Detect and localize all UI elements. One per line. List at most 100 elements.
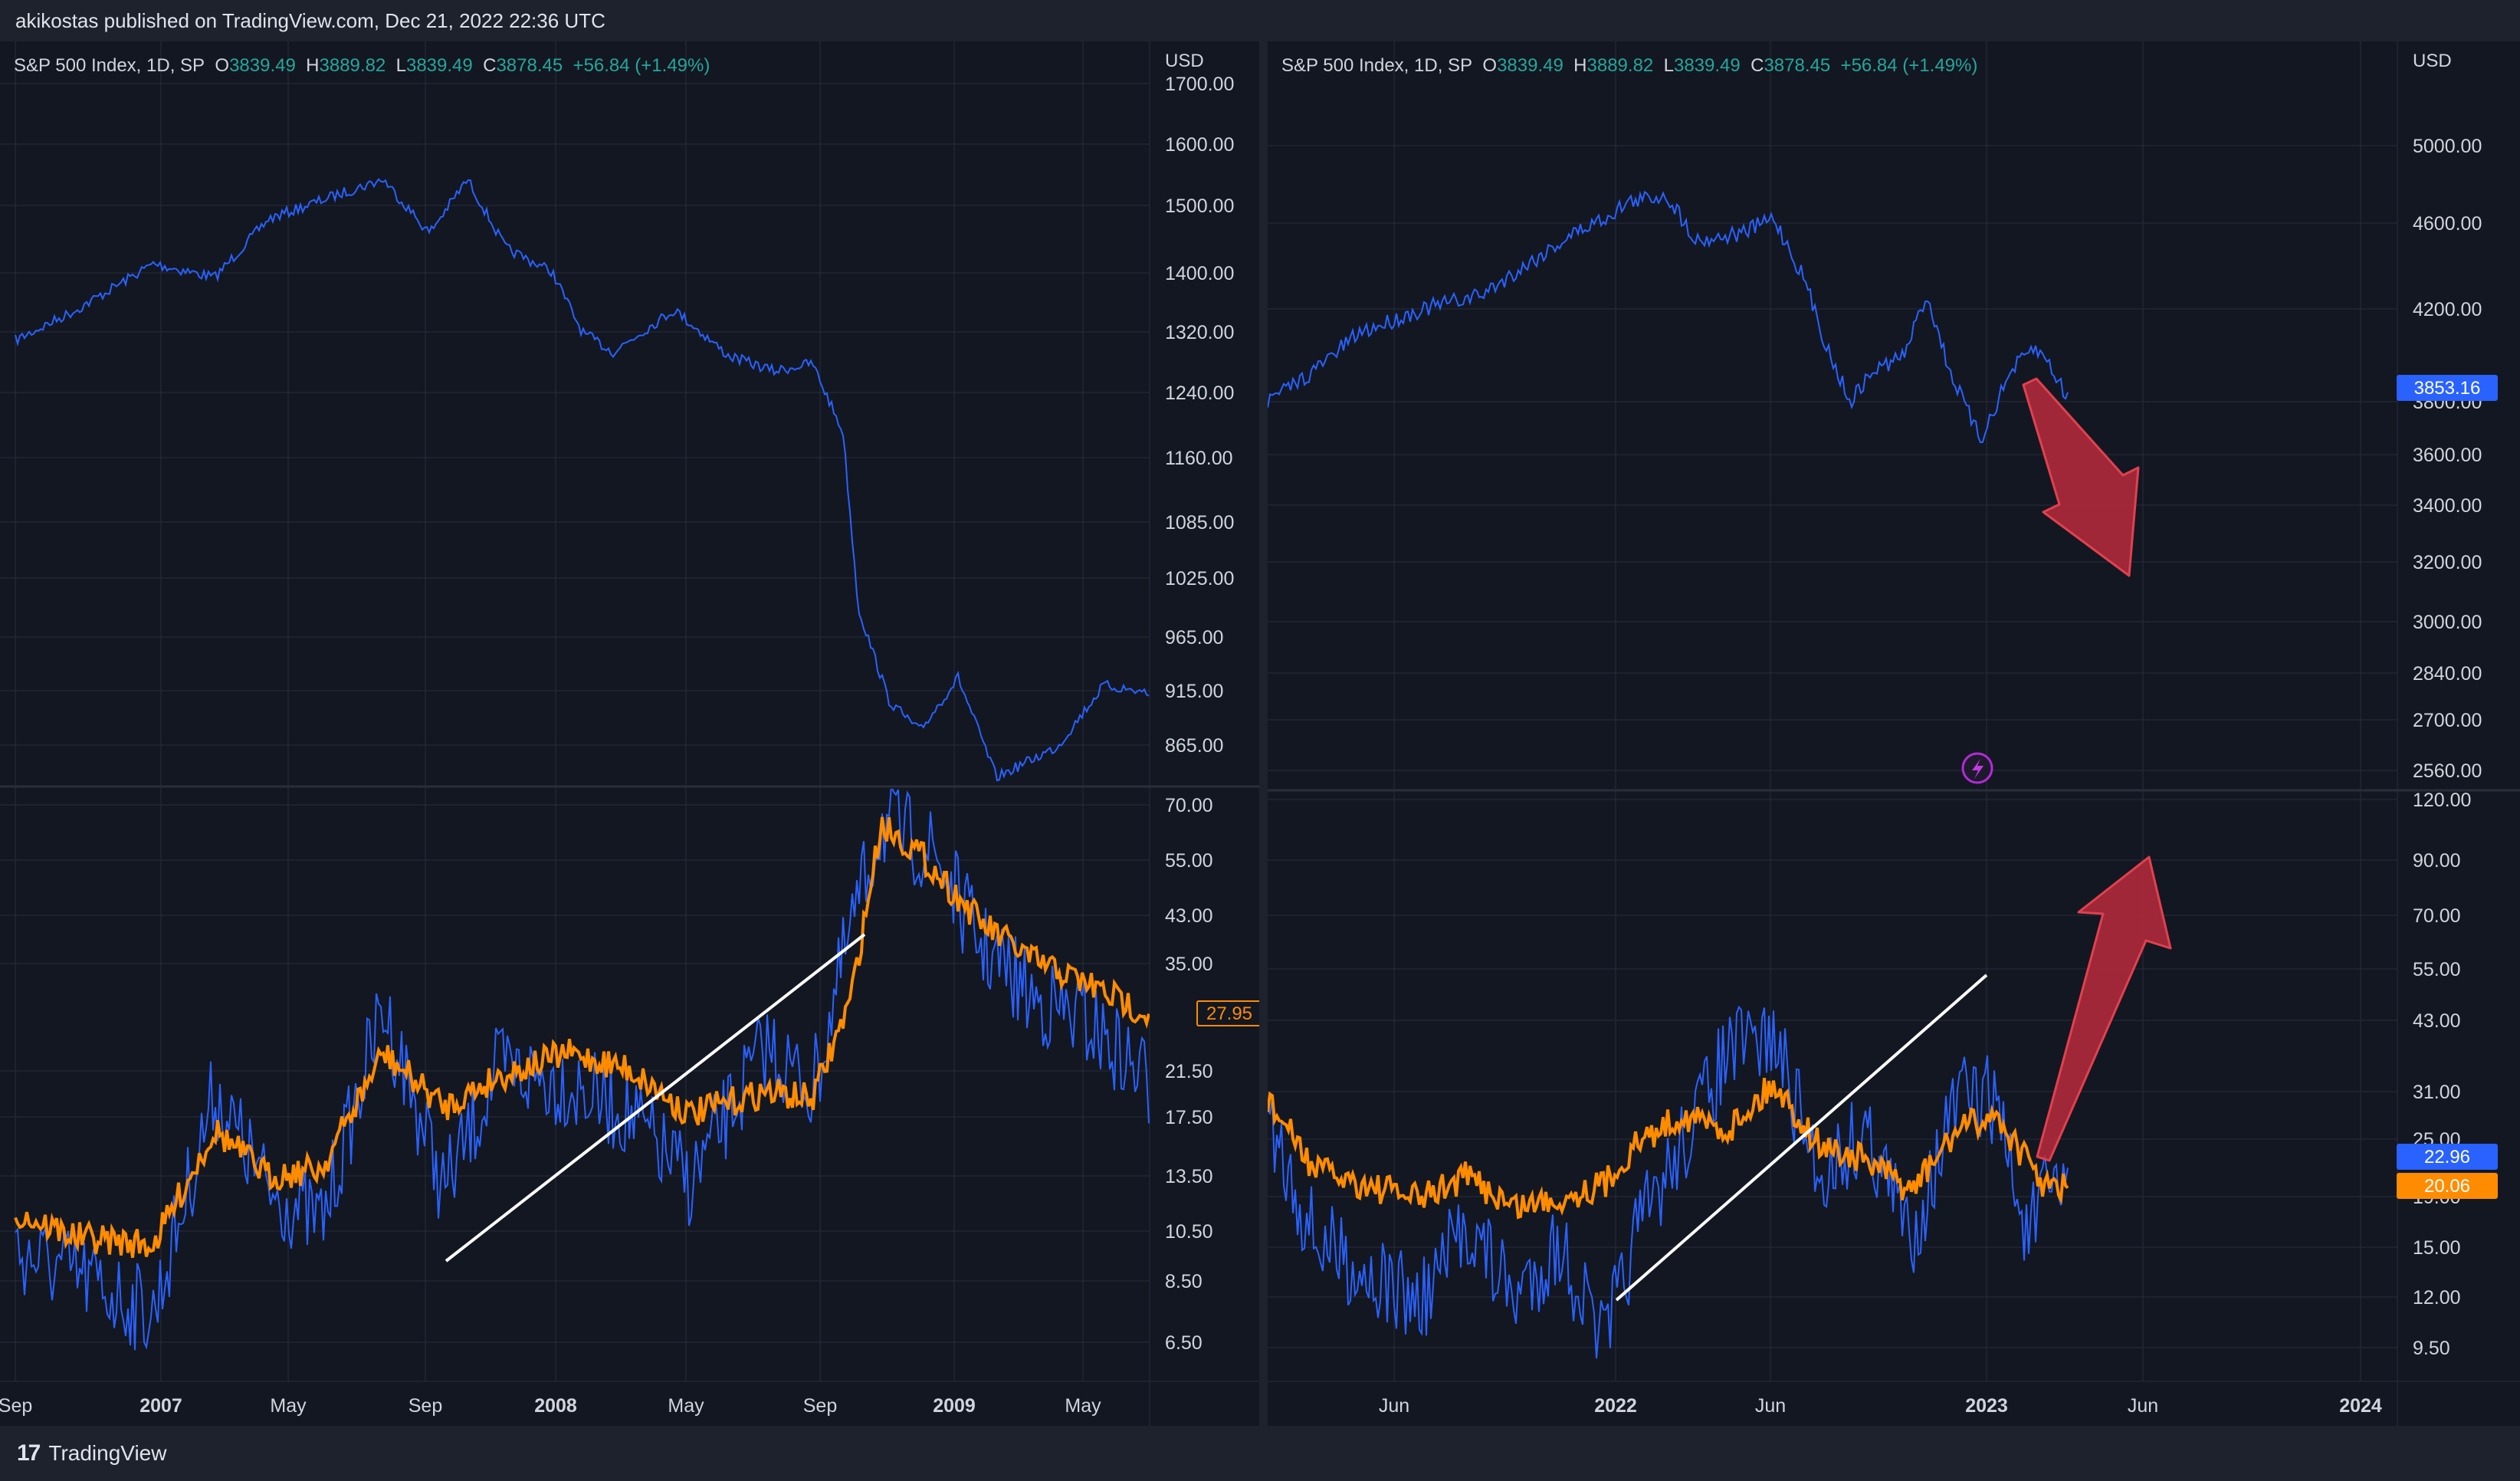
svg-text:27.95: 27.95 bbox=[1206, 1003, 1252, 1024]
low-label: L bbox=[1663, 55, 1674, 76]
trend-line[interactable] bbox=[1615, 974, 1988, 1302]
vix-axis-tick: 43.00 bbox=[1165, 905, 1213, 927]
price-axis-tick: 5000.00 bbox=[2413, 136, 2482, 157]
sp500-price-line[interactable] bbox=[15, 178, 1150, 782]
vix-axis-tick: 8.50 bbox=[1165, 1271, 1203, 1292]
vix-axis-tick: 90.00 bbox=[2413, 850, 2461, 872]
low-value: 3839.49 bbox=[1673, 55, 1741, 76]
high-label: H bbox=[1573, 55, 1587, 76]
price-axis-tick: 1160.00 bbox=[1165, 448, 1233, 469]
price-axis-tick: 4600.00 bbox=[2413, 213, 2482, 235]
close-label: C bbox=[483, 55, 497, 76]
vix-axis-tick: 43.00 bbox=[2413, 1010, 2461, 1032]
time-axis-tick: May bbox=[668, 1395, 704, 1417]
vix-line-orange[interactable] bbox=[1268, 1078, 2069, 1220]
time-axis-tick: Jun bbox=[1379, 1395, 1409, 1417]
price-axis-tick: 2560.00 bbox=[2413, 760, 2482, 782]
time-axis-tick: 2009 bbox=[933, 1395, 976, 1417]
price-axis-tick: 1320.00 bbox=[1165, 322, 1234, 343]
time-axis-tick: Sep bbox=[409, 1395, 442, 1417]
price-axis-tick: 915.00 bbox=[1165, 681, 1223, 702]
low-label: L bbox=[395, 55, 406, 76]
right-chart-svg[interactable]: 5000.004600.004200.003800.003600.003400.… bbox=[1268, 41, 2520, 1426]
currency-label: USD bbox=[1165, 51, 1204, 71]
open-label: O bbox=[1482, 55, 1498, 76]
vix-blue-tag: 22.96 bbox=[2397, 1144, 2498, 1170]
high-label: H bbox=[306, 55, 320, 76]
left-symbol-legend: S&P 500 Index, 1D, SP O3839.49 H3889.82 … bbox=[14, 55, 710, 77]
price-axis-tick: 1500.00 bbox=[1165, 195, 1234, 217]
vix-axis-tick: 31.00 bbox=[2413, 1082, 2461, 1103]
vix-axis-tick: 70.00 bbox=[2413, 905, 2461, 927]
price-axis-tick: 1400.00 bbox=[1165, 263, 1234, 284]
vix-axis-tick: 70.00 bbox=[1165, 795, 1213, 816]
tradingview-footer: 17 TradingView bbox=[0, 1426, 2520, 1481]
vix-line-orange[interactable] bbox=[14, 816, 1150, 1258]
vix-axis-tick: 55.00 bbox=[2413, 959, 2461, 980]
svg-text:20.06: 20.06 bbox=[2424, 1176, 2470, 1197]
time-axis-tick: May bbox=[270, 1395, 307, 1417]
arrow-down-icon[interactable] bbox=[2022, 377, 2140, 577]
open-label: O bbox=[215, 55, 230, 76]
svg-text:3853.16: 3853.16 bbox=[2414, 378, 2481, 399]
right-chart-panel[interactable]: 5000.00 4600.00 4200.00 3800.00 3600.00 3400.… bbox=[1268, 41, 2520, 1426]
price-axis-tick: 865.00 bbox=[1165, 735, 1223, 757]
close-value: 3878.45 bbox=[1764, 55, 1831, 76]
low-value: 3839.49 bbox=[405, 55, 473, 76]
vix-axis-tick: 10.50 bbox=[1165, 1221, 1213, 1243]
vix-price-tag: 27.95 bbox=[1196, 1000, 1259, 1026]
vix-axis-tick: 55.00 bbox=[1165, 850, 1213, 872]
vix-line-blue[interactable] bbox=[1268, 1005, 2069, 1359]
right-symbol-legend: S&P 500 Index, 1D, SP O3839.49 H3889.82 … bbox=[1281, 55, 1977, 77]
vix-axis-tick: 17.50 bbox=[1165, 1107, 1213, 1128]
vix-axis-tick: 12.00 bbox=[2413, 1287, 2461, 1309]
price-axis-tick: 1240.00 bbox=[1165, 383, 1234, 404]
price-tag: 3853.16 bbox=[2397, 375, 2498, 401]
publish-bar: akikostas published on TradingView.com, … bbox=[0, 0, 2520, 41]
price-axis-tick: 3600.00 bbox=[2413, 445, 2482, 466]
vix-axis-tick: 35.00 bbox=[1165, 954, 1213, 975]
vix-axis-tick: 6.50 bbox=[1165, 1332, 1203, 1354]
vix-orange-tag: 20.06 bbox=[2397, 1173, 2498, 1199]
high-value: 3889.82 bbox=[1586, 55, 1654, 76]
currency-label: USD bbox=[2413, 51, 2452, 71]
high-value: 3889.82 bbox=[319, 55, 386, 76]
vix-axis-tick: 120.00 bbox=[2413, 790, 2471, 811]
arrow-up-icon[interactable] bbox=[2036, 855, 2172, 1162]
price-axis-tick: 1700.00 bbox=[1165, 74, 1234, 95]
vix-axis-tick: 21.50 bbox=[1165, 1061, 1213, 1082]
time-axis-tick: 2007 bbox=[139, 1395, 182, 1417]
vix-axis-tick: 9.50 bbox=[2413, 1338, 2450, 1359]
time-axis-tick: May bbox=[1065, 1395, 1101, 1417]
sp500-price-line[interactable] bbox=[1268, 190, 2069, 444]
price-axis-tick: 3400.00 bbox=[2413, 495, 2482, 517]
price-axis-tick: 2840.00 bbox=[2413, 663, 2482, 685]
tradingview-logo-icon: 17 bbox=[17, 1440, 41, 1466]
price-axis-tick: 3000.00 bbox=[2413, 612, 2482, 633]
symbol-name: S&P 500 Index, 1D, SP bbox=[1281, 55, 1473, 76]
time-axis-tick: 2022 bbox=[1594, 1395, 1637, 1417]
time-axis-tick: 2023 bbox=[1965, 1395, 2008, 1417]
brand-name: TradingView bbox=[48, 1441, 167, 1465]
lightning-icon[interactable] bbox=[1961, 752, 1993, 784]
close-value: 3878.45 bbox=[496, 55, 563, 76]
open-value: 3839.49 bbox=[229, 55, 296, 76]
time-axis-tick: 2024 bbox=[2339, 1395, 2382, 1417]
time-axis-tick: Jun bbox=[1755, 1395, 1786, 1417]
vix-line-blue[interactable] bbox=[15, 786, 1150, 1351]
price-axis-tick: 2700.00 bbox=[2413, 710, 2482, 731]
publish-info: akikostas published on TradingView.com, … bbox=[15, 8, 605, 32]
vix-axis-tick: 15.00 bbox=[2413, 1237, 2461, 1259]
trend-line[interactable] bbox=[445, 933, 866, 1263]
price-axis-tick: 1085.00 bbox=[1165, 512, 1234, 534]
left-chart-panel[interactable]: 1700.00 1600.00 1500.00 1400.00 1320.00 1240.… bbox=[0, 41, 1259, 1426]
left-chart-svg[interactable]: 1700.00 1600.00 1500.00 1400.00 1320.00 1240.… bbox=[0, 41, 1259, 1426]
price-axis-tick: 965.00 bbox=[1165, 627, 1223, 649]
time-axis-tick: Jun bbox=[2128, 1395, 2158, 1417]
vix-axis-tick: 13.50 bbox=[1165, 1166, 1213, 1187]
time-axis-tick: 2008 bbox=[534, 1395, 577, 1417]
close-label: C bbox=[1751, 55, 1764, 76]
change-value: +56.84 (+1.49%) bbox=[573, 55, 710, 76]
price-axis-tick: 3200.00 bbox=[2413, 552, 2482, 573]
change-value: +56.84 (+1.49%) bbox=[1840, 55, 1978, 76]
